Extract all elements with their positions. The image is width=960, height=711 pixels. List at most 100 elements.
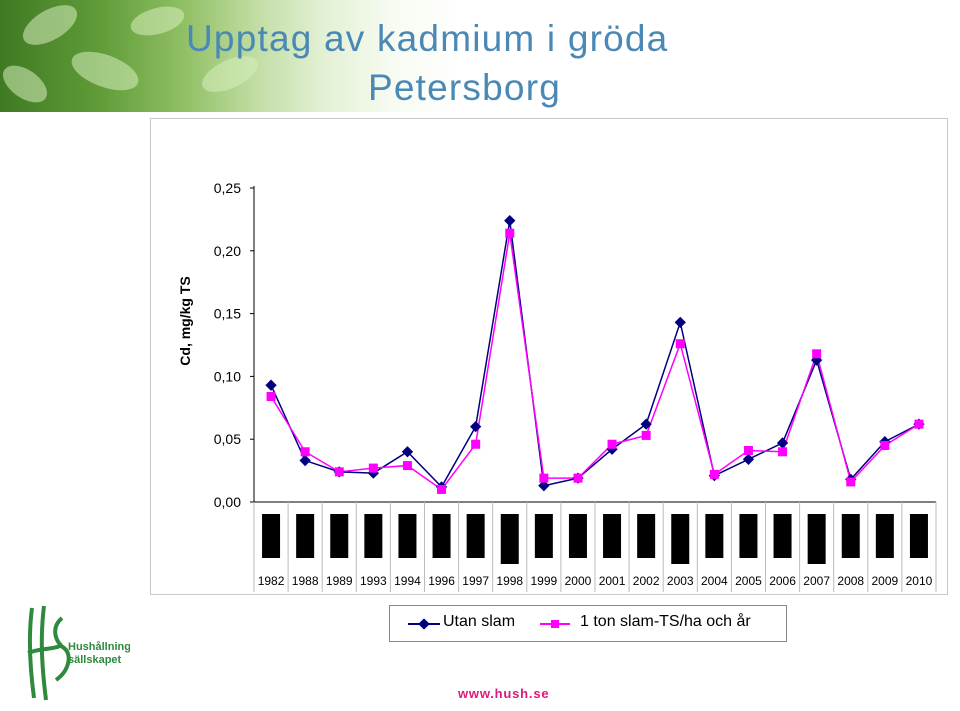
line-chart: 0,00 0,05 0,10 0,15 0,20 0,25 Cd, mg/kg TS 1982… bbox=[177, 180, 937, 592]
y-tick-label: 0,20 bbox=[214, 243, 241, 259]
series-2-point bbox=[437, 484, 447, 494]
x-tick-label: 2003 bbox=[667, 574, 694, 588]
x-tick-label: 1998 bbox=[496, 574, 523, 588]
y-tick-label: 0,05 bbox=[214, 431, 241, 447]
legend-label-utan-slam: Utan slam bbox=[443, 613, 516, 630]
x-category-bar bbox=[773, 514, 792, 558]
x-category-bar bbox=[466, 514, 485, 558]
x-category-bar bbox=[671, 514, 690, 564]
series-1-point bbox=[265, 379, 277, 391]
x-category-bar bbox=[364, 514, 383, 558]
x-tick-label: 2006 bbox=[769, 574, 796, 588]
y-axis-title: Cd, mg/kg TS bbox=[177, 276, 193, 365]
x-tick-label: 1988 bbox=[292, 574, 319, 588]
x-category-bar bbox=[568, 514, 587, 558]
y-tick-label: 0,00 bbox=[214, 494, 241, 510]
series-2-point bbox=[812, 349, 822, 359]
series-2-point bbox=[471, 439, 481, 449]
legend-label-slam: 1 ton slam-TS/ha och år bbox=[580, 613, 751, 630]
x-category-bar bbox=[432, 514, 451, 558]
legend-swatch-utan-slam bbox=[408, 618, 440, 630]
page-subtitle: Petersborg bbox=[368, 67, 561, 108]
x-category-bar bbox=[296, 514, 315, 558]
x-tick-label: 1982 bbox=[258, 574, 285, 588]
x-tick-label: 2009 bbox=[871, 574, 898, 588]
series-1-point bbox=[674, 316, 686, 329]
chart-legend: Utan slam 1 ton slam-TS/ha och år bbox=[389, 605, 787, 642]
series-2-point bbox=[505, 228, 515, 238]
x-tick-label: 1989 bbox=[326, 574, 353, 588]
series-1-point bbox=[401, 446, 414, 458]
series-line-1 bbox=[270, 220, 920, 489]
x-tick-label: 2001 bbox=[599, 574, 626, 588]
x-tick-label: 2010 bbox=[906, 574, 933, 588]
series-1-point bbox=[742, 453, 755, 465]
series-1-point bbox=[538, 480, 550, 492]
x-category-bar bbox=[807, 514, 826, 564]
x-category-bar bbox=[739, 514, 758, 558]
x-category-bar bbox=[705, 514, 724, 558]
series-1-point bbox=[469, 420, 482, 433]
series-2-point bbox=[743, 446, 753, 456]
series-2-point bbox=[334, 467, 344, 477]
series-line-2 bbox=[270, 233, 920, 491]
series-2-point bbox=[914, 419, 924, 429]
x-category-bar bbox=[262, 514, 281, 558]
x-category-bar bbox=[841, 514, 860, 558]
x-category-bar bbox=[875, 514, 894, 558]
leaf-decoration bbox=[127, 1, 188, 41]
series-2-point bbox=[368, 463, 378, 473]
series-2-point bbox=[641, 430, 651, 440]
series-1-point bbox=[504, 214, 516, 227]
series-2-point bbox=[402, 461, 412, 471]
chart-labels: 0,00 0,05 0,10 0,15 0,20 0,25 Cd, mg/kg TS 1982… bbox=[177, 180, 933, 588]
x-category-bar bbox=[637, 514, 656, 558]
x-tick-label: 2000 bbox=[565, 574, 592, 588]
series-2-point bbox=[607, 439, 617, 449]
page-title: Upptag av kadmium i gröda bbox=[186, 18, 669, 59]
x-tick-label: 2004 bbox=[701, 574, 728, 588]
series-2-point bbox=[846, 477, 856, 487]
footer-url[interactable]: www.hush.se bbox=[458, 686, 550, 701]
chart-lines bbox=[270, 220, 920, 491]
x-tick-label: 2005 bbox=[735, 574, 762, 588]
leaf-decoration bbox=[0, 58, 54, 110]
legend-swatch-slam bbox=[540, 620, 570, 628]
x-category-bar bbox=[500, 514, 519, 564]
y-tick-label: 0,10 bbox=[214, 368, 241, 384]
x-tick-label: 2008 bbox=[837, 574, 864, 588]
leaf-decoration bbox=[16, 0, 84, 53]
series-2-point bbox=[880, 440, 890, 450]
series-1-point bbox=[299, 454, 311, 467]
series-2-point bbox=[709, 469, 719, 479]
y-tick-label: 0,15 bbox=[214, 306, 241, 322]
x-category-bar bbox=[330, 514, 349, 558]
x-category-bar bbox=[534, 514, 553, 558]
x-tick-label: 2002 bbox=[633, 574, 660, 588]
leaf-decoration bbox=[66, 43, 144, 99]
header-banner bbox=[0, 0, 960, 112]
x-category-bar bbox=[603, 514, 622, 558]
series-2-point bbox=[539, 473, 549, 483]
chart-area: 0,00 0,05 0,10 0,15 0,20 0,25 Cd, mg/kg TS 1982… bbox=[150, 118, 948, 595]
series-2-point bbox=[300, 447, 310, 457]
chart-markers bbox=[265, 214, 925, 494]
x-tick-label: 1993 bbox=[360, 574, 387, 588]
chart-bars bbox=[262, 514, 928, 564]
series-2-point bbox=[266, 391, 276, 401]
x-category-bar bbox=[398, 514, 417, 558]
x-tick-label: 1999 bbox=[530, 574, 557, 588]
series-1-point bbox=[776, 437, 789, 449]
series-2-point bbox=[675, 339, 685, 349]
x-tick-label: 2007 bbox=[803, 574, 830, 588]
y-tick-label: 0,25 bbox=[214, 180, 241, 196]
x-tick-label: 1997 bbox=[462, 574, 489, 588]
x-tick-label: 1994 bbox=[394, 574, 421, 588]
chart-axes bbox=[250, 186, 937, 592]
x-tick-label: 1996 bbox=[428, 574, 455, 588]
x-category-bar bbox=[909, 514, 928, 558]
series-2-point bbox=[573, 473, 583, 483]
series-2-point bbox=[778, 447, 788, 457]
